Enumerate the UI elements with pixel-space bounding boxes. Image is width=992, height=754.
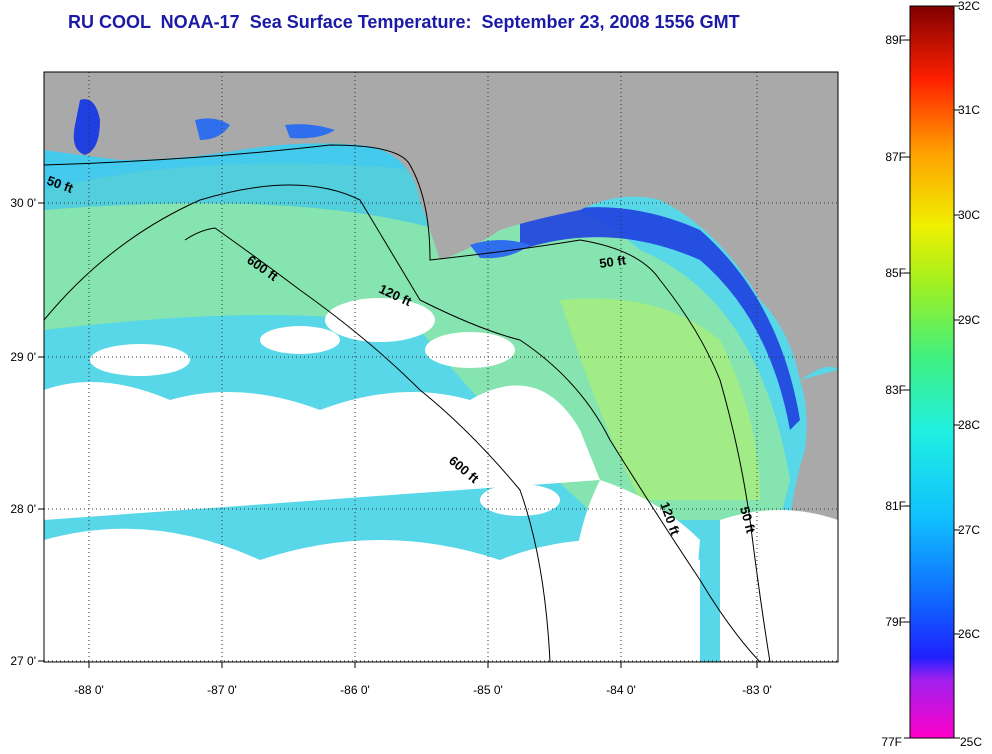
colorbar-label-c: 30C xyxy=(958,208,980,222)
colorbar-label-f: 89F xyxy=(885,33,906,47)
colorbar-label-c: 25C xyxy=(960,735,982,749)
colorbar: 32C 31C 30C 29C 28C 27C 26C 25C 89F 87F … xyxy=(881,0,982,749)
axis-ticks xyxy=(38,202,758,668)
x-tick-label: -86 0' xyxy=(340,683,370,697)
colorbar-label-f: 87F xyxy=(885,150,906,164)
x-tick-label: -88 0' xyxy=(74,683,104,697)
contour-50ft-west xyxy=(44,144,771,662)
y-tick-label: 27 0' xyxy=(10,654,36,668)
lat-lon-grid xyxy=(44,72,838,662)
x-tick-label: -84 0' xyxy=(606,683,636,697)
colorbar-gradient xyxy=(909,5,955,739)
warmest-water-region xyxy=(560,298,760,500)
y-tick-label: 29 0' xyxy=(10,350,36,364)
colorbar-label-f: 85F xyxy=(885,266,906,280)
choctawhatchee-bay xyxy=(285,124,335,139)
warm-water-region xyxy=(44,163,790,521)
cloud-cover xyxy=(44,298,838,662)
colorbar-label-f: 77F xyxy=(881,735,902,749)
colorbar-label-f: 79F xyxy=(885,615,906,629)
map-title: RU COOL NOAA-17 Sea Surface Temperature:… xyxy=(68,12,740,32)
mobile-bay xyxy=(73,99,100,155)
contour-120ft xyxy=(44,184,761,662)
y-tick-label: 28 0' xyxy=(10,502,36,516)
colorbar-label-c: 28C xyxy=(958,418,980,432)
colorbar-label-c: 27C xyxy=(958,523,980,537)
colorbar-label-c: 32C xyxy=(958,0,980,13)
colorbar-label-c: 31C xyxy=(958,103,980,117)
contour-label-50ft-b: 50 ft xyxy=(598,252,627,271)
x-tick-label: -87 0' xyxy=(207,683,237,697)
map-frame xyxy=(43,71,839,663)
x-tick-label: -83 0' xyxy=(742,683,772,697)
colorbar-label-f: 81F xyxy=(885,499,906,513)
x-tick-label: -85 0' xyxy=(473,683,503,697)
coastal-cold-band xyxy=(520,207,800,430)
colorbar-label-c: 29C xyxy=(958,313,980,327)
pensacola-bay xyxy=(195,118,230,140)
depth-contours xyxy=(44,144,771,662)
colorbar-label-c: 26C xyxy=(958,627,980,641)
contour-600ft xyxy=(184,227,551,662)
nearshore-cool-band xyxy=(44,140,440,230)
map-area: 50 ft 600 ft 120 ft 50 ft 600 ft 120 ft … xyxy=(44,72,838,662)
y-tick-label: 30 0' xyxy=(10,196,36,210)
contour-label-50ft-c: 50 ft xyxy=(737,505,759,535)
land-north xyxy=(44,72,838,380)
colorbar-label-f: 83F xyxy=(885,383,906,397)
